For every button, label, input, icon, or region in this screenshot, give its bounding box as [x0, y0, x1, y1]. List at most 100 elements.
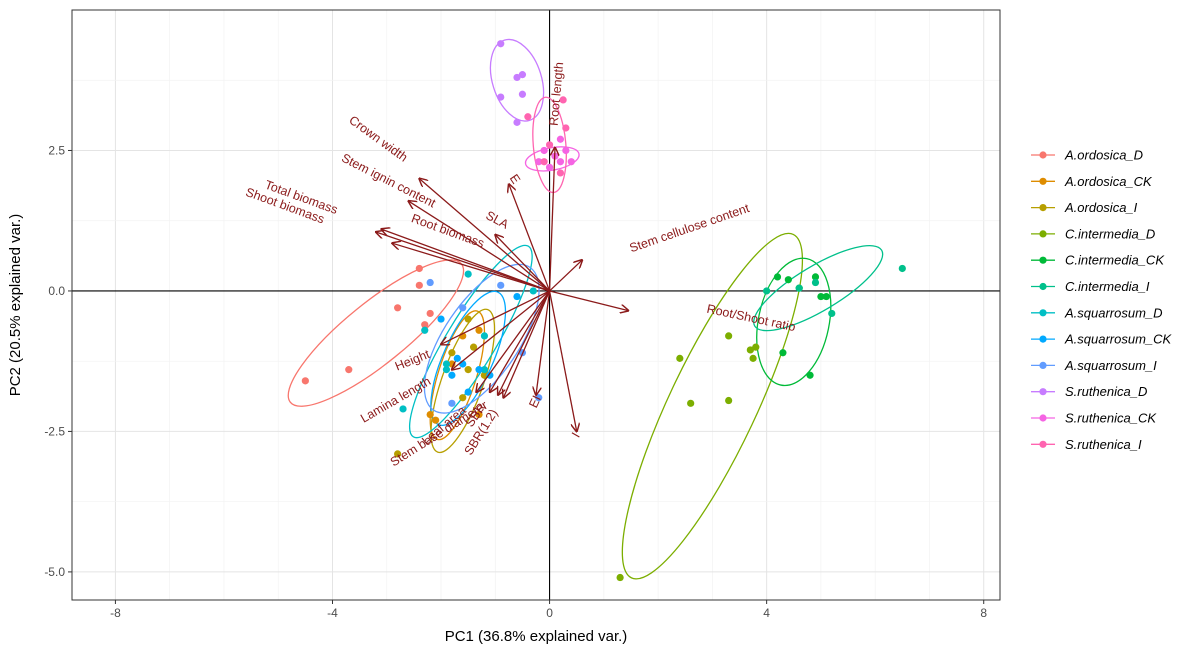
point-a-squarrosum-i — [426, 278, 434, 287]
point-s-ruthenica-d — [497, 93, 505, 101]
arrow-root-length — [548, 148, 555, 291]
point-a-squarrosum-d — [480, 332, 489, 340]
loading-label-stem-ignin-content: Stem ignin content — [339, 151, 438, 211]
legend: A.ordosica_D A.ordosica_CK A.ordosica_I C.i… — [1031, 148, 1173, 452]
ellipse-a-squarrosum-i — [423, 263, 540, 414]
x-axis-ticks: -8 -4 0 4 8 — [110, 600, 987, 620]
loading-label-root-biomass: Root biomass — [410, 211, 487, 250]
point-s-ruthenica-ck — [535, 158, 543, 166]
point-a-ordosica-d — [415, 264, 423, 273]
legend-item-a-ordosica-ck: A.ordosica_CK — [1031, 174, 1153, 189]
loading-label-stem-cellulose-content: Stem cellulose content — [628, 201, 752, 255]
point-a-ordosica-ck — [432, 416, 440, 424]
legend-label: C.intermedia_D — [1065, 226, 1155, 241]
legend-item-a-squarrosum-d: A.squarrosum_D — [1031, 305, 1163, 320]
group-ellipses — [287, 38, 884, 580]
point-s-ruthenica-ck — [545, 163, 554, 171]
point-a-squarrosum-ck — [475, 366, 483, 374]
point-c-intermedia-ck — [806, 371, 814, 379]
arrow-total-biomass — [381, 229, 550, 292]
loading-label-lamina-length: Lamina length — [358, 374, 433, 425]
arrow-e — [509, 184, 551, 292]
point-c-intermedia-ck — [822, 292, 830, 301]
point-c-intermedia-i — [898, 264, 906, 273]
point-a-ordosica-d — [345, 366, 353, 374]
point-s-ruthenica-ck — [562, 146, 570, 155]
legend-marker — [1039, 388, 1047, 396]
legend-item-s-ruthenica-ck: S.ruthenica_CK — [1031, 411, 1157, 426]
point-a-ordosica-d — [394, 304, 402, 312]
legend-label: A.squarrosum_D — [1064, 305, 1163, 320]
legend-marker — [1039, 282, 1047, 291]
point-a-ordosica-i — [469, 343, 478, 351]
arrow-stem-ignin-content — [408, 201, 550, 292]
ellipse-c-intermedia-i — [753, 245, 884, 332]
legend-item-s-ruthenica-i: S.ruthenica_I — [1031, 437, 1142, 452]
point-s-ruthenica-d — [518, 90, 527, 98]
point-s-ruthenica-d — [513, 73, 521, 82]
arrow-crown-width — [419, 179, 550, 292]
arrow-ei — [536, 290, 551, 395]
ellipse-a-ordosica-d — [287, 259, 465, 407]
point-a-squarrosum-ck — [513, 292, 521, 301]
point-a-ordosica-i — [464, 366, 472, 374]
legend-marker — [1039, 204, 1047, 212]
arrow-stem-cellulose-content — [549, 260, 583, 292]
legend-label: A.squarrosum_CK — [1064, 332, 1173, 347]
y-tick-label: -5.0 — [44, 565, 65, 579]
point-a-ordosica-i — [464, 315, 472, 323]
loading-label-root-shoot-ratio: Root/Shoot ratio — [706, 302, 797, 334]
ellipse-c-intermedia-d — [621, 232, 804, 580]
legend-item-a-squarrosum-ck: A.squarrosum_CK — [1031, 332, 1173, 347]
point-c-intermedia-ck — [773, 273, 782, 281]
loading-label-root-length: Root length — [547, 61, 567, 126]
point-a-ordosica-ck — [475, 410, 483, 419]
legend-label: S.ruthenica_D — [1065, 384, 1147, 399]
point-c-intermedia-ck — [817, 292, 825, 301]
point-a-ordosica-i — [448, 349, 456, 357]
point-a-squarrosum-d — [480, 366, 489, 374]
point-s-ruthenica-d — [518, 71, 527, 79]
point-a-ordosica-ck — [475, 326, 483, 334]
loading-label-ei: EI — [526, 393, 544, 410]
point-a-ordosica-i — [459, 394, 467, 402]
point-c-intermedia-ck — [811, 273, 820, 281]
point-a-squarrosum-ck — [448, 371, 456, 379]
point-s-ruthenica-i — [540, 158, 548, 166]
point-a-squarrosum-d — [442, 366, 451, 374]
legend-label: S.ruthenica_CK — [1065, 411, 1157, 426]
point-c-intermedia-i — [795, 284, 803, 292]
loading-label-i: I — [569, 430, 583, 440]
arrow-leaf-area — [490, 290, 551, 392]
legend-label: A.ordosica_CK — [1064, 174, 1153, 189]
point-c-intermedia-d — [752, 343, 760, 351]
point-s-ruthenica-ck — [556, 158, 565, 166]
point-a-squarrosum-ck — [437, 315, 445, 323]
x-tick-label: 8 — [980, 606, 987, 620]
legend-label: S.ruthenica_I — [1065, 437, 1142, 452]
legend-marker — [1039, 177, 1047, 185]
x-axis-title: PC1 (36.8% explained var.) — [445, 628, 628, 645]
point-s-ruthenica-ck — [556, 135, 565, 143]
point-a-squarrosum-ck — [486, 371, 494, 379]
point-c-intermedia-ck — [779, 349, 787, 357]
arrow-lamina-length — [452, 290, 550, 370]
y-axis-title: PC2 (20.5% explained var.) — [7, 214, 24, 397]
legend-label: C.intermedia_CK — [1065, 253, 1165, 268]
point-c-intermedia-i — [811, 278, 820, 287]
legend-item-c-intermedia-d: C.intermedia_D — [1031, 226, 1155, 241]
legend-marker — [1039, 256, 1047, 264]
point-a-squarrosum-ck — [453, 354, 461, 362]
point-a-squarrosum-d — [464, 270, 472, 278]
point-c-intermedia-d — [746, 346, 754, 354]
legend-marker — [1039, 335, 1047, 343]
point-c-intermedia-i — [763, 287, 771, 295]
arrow-stem-base-diameter — [476, 290, 551, 392]
point-a-squarrosum-d — [421, 326, 429, 334]
y-tick-label: 0.0 — [48, 284, 65, 298]
point-c-intermedia-d — [725, 332, 733, 340]
legend-label: A.ordosica_I — [1064, 200, 1138, 215]
legend-marker — [1039, 414, 1047, 422]
loading-label-sla: SLA — [483, 208, 511, 232]
point-s-ruthenica-i — [524, 113, 532, 121]
